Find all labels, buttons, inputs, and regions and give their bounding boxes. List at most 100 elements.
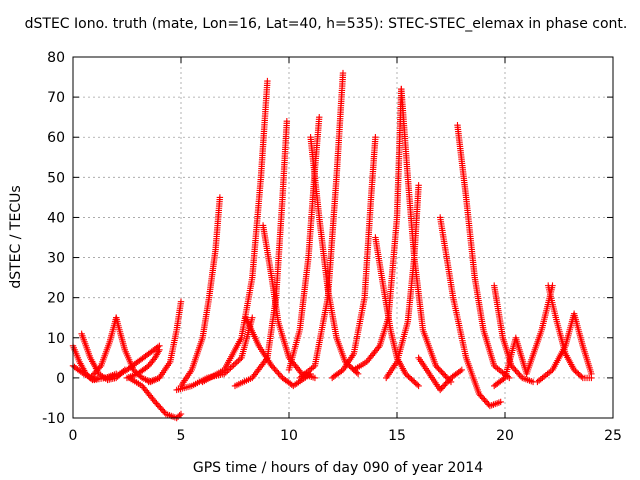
data-point	[153, 400, 160, 407]
y-tick-label: 40	[47, 210, 65, 226]
data-point	[512, 367, 519, 374]
data-point	[435, 365, 442, 372]
series-8	[125, 374, 185, 422]
data-point	[231, 360, 239, 367]
data-point	[275, 370, 282, 377]
data-point	[440, 371, 448, 378]
series-28	[545, 282, 595, 382]
data-point	[442, 380, 449, 388]
y-tick-label: 70	[47, 90, 65, 106]
series-17	[296, 69, 347, 382]
data-point	[87, 374, 94, 382]
data-point	[177, 410, 185, 418]
data-point	[415, 382, 422, 390]
data-point	[143, 363, 151, 371]
data-point	[89, 371, 97, 379]
y-tick-label: 30	[47, 251, 65, 267]
x-tick-label: 5	[177, 428, 186, 444]
y-tick-label: 10	[47, 331, 65, 347]
series-9	[177, 194, 224, 390]
data-point	[339, 69, 347, 77]
data-point	[338, 367, 345, 375]
series-6	[123, 346, 163, 382]
data-point	[151, 398, 159, 406]
data-point	[249, 314, 256, 321]
data-point	[156, 346, 163, 354]
data-point	[316, 113, 323, 121]
x-tick-labels: 0 5 10 15 20 25	[69, 428, 622, 444]
data-point	[271, 365, 278, 373]
series-22	[383, 182, 422, 382]
series-20	[350, 85, 405, 374]
data-point	[283, 117, 291, 125]
data-point	[442, 372, 449, 380]
x-axis-title: GPS time / hours of day 090 of year 2014	[193, 460, 483, 476]
y-tick-label: 0	[56, 371, 65, 387]
y-tick-labels: -10 0 10 20 30 40 50 60 70 80	[42, 50, 65, 427]
data-point	[434, 364, 441, 371]
x-tick-label: 10	[280, 428, 298, 444]
series-12	[231, 117, 291, 390]
data-point	[438, 385, 445, 392]
series-25	[454, 121, 513, 382]
data-point	[154, 343, 162, 351]
data-point	[154, 401, 161, 409]
data-point	[159, 407, 167, 415]
data-point	[91, 370, 98, 377]
data-point	[311, 374, 319, 382]
data-point	[438, 368, 445, 375]
data-point	[497, 398, 504, 406]
data-point	[272, 367, 279, 374]
data-point	[515, 370, 522, 377]
data-point	[269, 364, 277, 371]
data-point	[439, 369, 446, 377]
y-tick-label: 20	[47, 291, 65, 307]
plot-frame	[72, 56, 614, 419]
data-point	[230, 361, 237, 369]
data-point	[477, 392, 484, 399]
data-point	[415, 182, 422, 189]
data-point	[475, 390, 483, 398]
data-point	[432, 362, 440, 370]
data-point	[216, 194, 224, 201]
data-point	[439, 383, 447, 391]
data-point	[88, 373, 95, 380]
data-point	[500, 375, 507, 383]
data-point	[481, 396, 488, 404]
y-tick-label: 80	[47, 50, 65, 66]
series-26	[491, 282, 537, 386]
data-point	[157, 404, 164, 412]
series-13	[242, 314, 314, 390]
data-point	[155, 403, 163, 410]
series-2	[78, 330, 129, 384]
series-24	[437, 214, 504, 410]
data-point	[177, 298, 185, 305]
y-tick-label: -10	[42, 411, 65, 427]
data-point	[233, 359, 240, 366]
data-point	[372, 134, 379, 141]
y-tick-label: 50	[47, 170, 65, 186]
data-point	[93, 367, 101, 374]
data-point	[235, 357, 242, 364]
data-point	[273, 368, 281, 376]
data-points	[69, 69, 595, 422]
series-11	[199, 77, 271, 386]
x-tick-label: 25	[604, 428, 622, 444]
data-point	[79, 369, 86, 376]
x-tick-label: 15	[388, 428, 406, 444]
data-point	[176, 412, 183, 419]
data-point	[513, 368, 521, 376]
y-tick-label: 60	[47, 130, 65, 146]
series-29	[534, 310, 595, 386]
data-point	[268, 362, 275, 370]
data-point	[457, 367, 464, 375]
data-point	[479, 395, 487, 402]
data-point	[96, 364, 103, 371]
series-5	[102, 342, 163, 382]
data-point	[413, 381, 421, 388]
data-point	[228, 363, 236, 370]
data-point	[158, 406, 166, 413]
data-point	[354, 370, 362, 378]
